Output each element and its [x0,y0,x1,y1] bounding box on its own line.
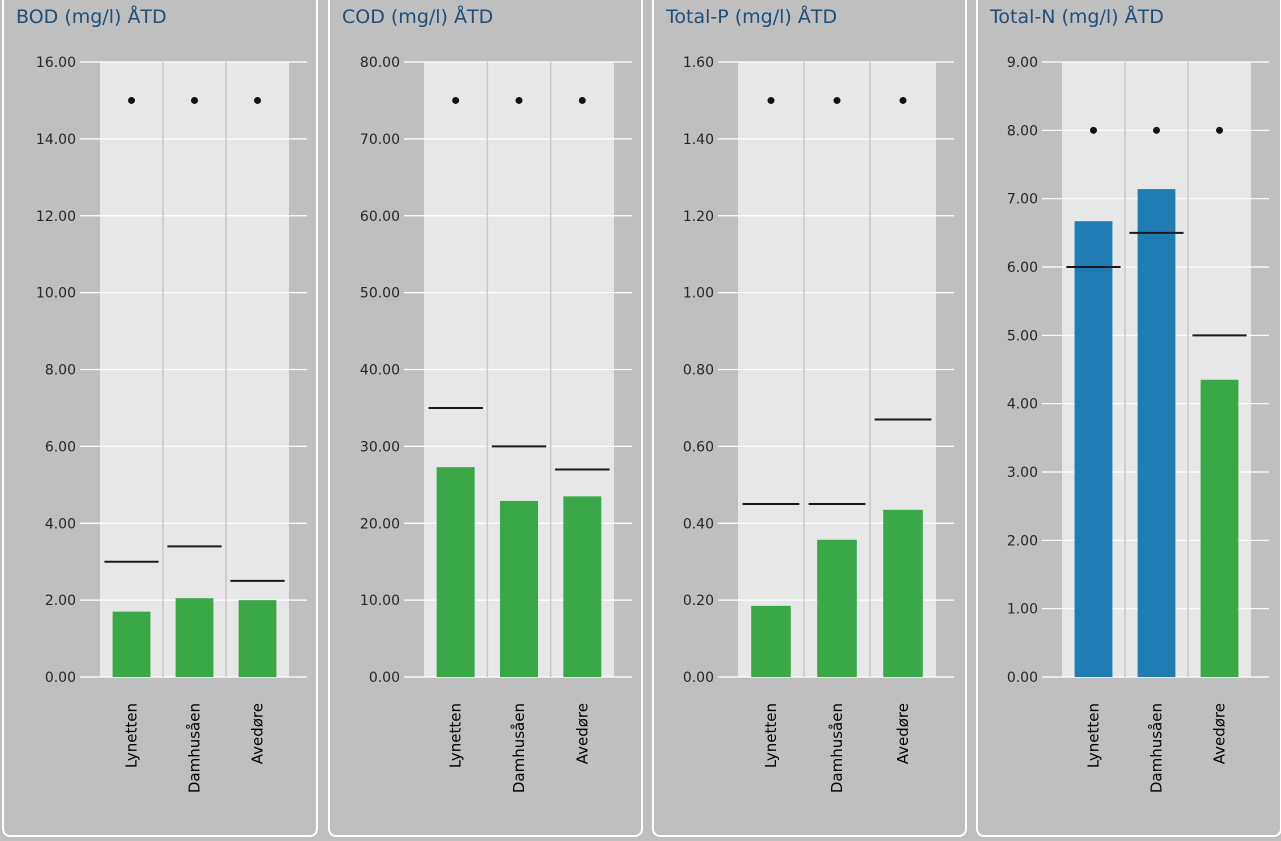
marker-point [128,96,135,104]
y-tick-label: 6.00 [1007,260,1038,276]
x-category-label: Lynetten [123,703,141,768]
marker-point [1216,126,1223,134]
marker-point [1153,126,1160,134]
total-n-chart-panel: Total-N (mg/l) ÅTD 0.00 1.00 2.00 3.00 4.00 5… [976,0,1281,837]
y-tick-label: 14.00 [36,132,76,148]
y-tick-label: 12.00 [36,209,76,225]
y-tick-label: 0.60 [683,439,714,455]
y-tick-label: 1.20 [683,209,714,225]
y-tick-label: 2.00 [1007,533,1038,549]
chart-title: Total-P (mg/l) ÅTD [666,6,838,28]
y-tick-label: 3.00 [1007,465,1038,481]
bar [238,600,277,677]
y-tick-label: 8.00 [1007,123,1038,139]
x-category-label: Avedøre [894,703,912,764]
x-category-label: Damhusåen [510,703,528,793]
bar [1200,379,1239,677]
marker-point [767,96,775,104]
y-tick-label: 30.00 [360,439,400,455]
bar [751,605,791,677]
cod-chart: 0.00 10.00 20.00 30.00 40.00 50.00 60.00 70.00 8… [360,55,632,793]
y-tick-label: 0.00 [369,670,400,686]
x-category-label: Avedøre [249,703,267,764]
bar [1137,189,1176,677]
bod-chart: 0.00 2.00 4.00 6.00 8.00 10.00 12.00 14.00 16.00… [36,55,307,793]
marker-point [899,96,907,104]
y-tick-label: 80.00 [360,55,400,71]
bar [500,500,538,677]
x-category-label: Damhusåen [1148,703,1166,793]
marker-point [833,96,841,104]
x-category-label: Avedøre [1211,703,1229,764]
bod-chart-panel: BOD (mg/l) ÅTD 0.00 2.00 4.00 6.00 8.00 10.00… [2,0,318,837]
marker-point [452,96,460,104]
marker-point [191,96,198,104]
bar [817,539,857,677]
y-tick-label: 0.20 [683,593,714,609]
y-tick-label: 1.00 [1007,602,1038,618]
marker-point [515,96,523,104]
y-tick-label: 4.00 [1007,397,1038,413]
total-n-chart: 0.00 1.00 2.00 3.00 4.00 5.00 6.00 7.00 8.00 9.00… [1007,55,1269,793]
y-tick-label: 1.60 [683,55,714,71]
x-category-label: Damhusåen [186,703,204,793]
y-tick-label: 0.00 [45,670,76,686]
y-tick-label: 40.00 [360,363,400,379]
y-tick-label: 0.00 [1007,670,1038,686]
y-tick-label: 1.00 [683,286,714,302]
y-tick-label: 70.00 [360,132,400,148]
y-tick-label: 20.00 [360,516,400,532]
marker-point [1090,126,1097,134]
x-category-label: Avedøre [573,703,591,764]
y-tick-label: 2.00 [45,593,76,609]
bar [1074,221,1113,677]
y-tick-label: 9.00 [1007,55,1038,71]
y-tick-label: 10.00 [36,286,76,302]
y-tick-label: 60.00 [360,209,400,225]
x-category-label: Lynetten [762,703,780,768]
y-tick-label: 16.00 [36,55,76,71]
x-category-label: Lynetten [447,703,465,768]
y-tick-label: 4.00 [45,516,76,532]
total-p-chart: 0.00 0.20 0.40 0.60 0.80 1.00 1.20 1.40 1.60 Lyne… [683,55,954,793]
chart-title: COD (mg/l) ÅTD [342,6,494,28]
bar [175,598,214,677]
bar [883,509,923,677]
cod-chart-panel: COD (mg/l) ÅTD 0.00 10.00 20.00 30.00 40.00 5… [328,0,643,837]
bar [563,496,602,677]
y-tick-label: 0.00 [683,670,714,686]
total-p-chart-panel: Total-P (mg/l) ÅTD 0.00 0.20 0.40 0.60 0.80 1… [652,0,967,837]
y-tick-label: 50.00 [360,286,400,302]
chart-title: BOD (mg/l) ÅTD [16,6,167,28]
y-tick-label: 7.00 [1007,192,1038,208]
chart-title: Total-N (mg/l) ÅTD [990,6,1164,28]
x-category-label: Damhusåen [828,703,846,793]
y-tick-label: 6.00 [45,439,76,455]
marker-point [254,96,261,104]
y-tick-label: 1.40 [683,132,714,148]
bar [112,611,151,677]
x-category-label: Lynetten [1085,703,1103,768]
marker-point [578,96,586,104]
y-tick-label: 5.00 [1007,328,1038,344]
y-tick-label: 0.80 [683,363,714,379]
y-tick-label: 8.00 [45,363,76,379]
bar [436,467,475,677]
y-tick-label: 10.00 [360,593,400,609]
y-tick-label: 0.40 [683,516,714,532]
